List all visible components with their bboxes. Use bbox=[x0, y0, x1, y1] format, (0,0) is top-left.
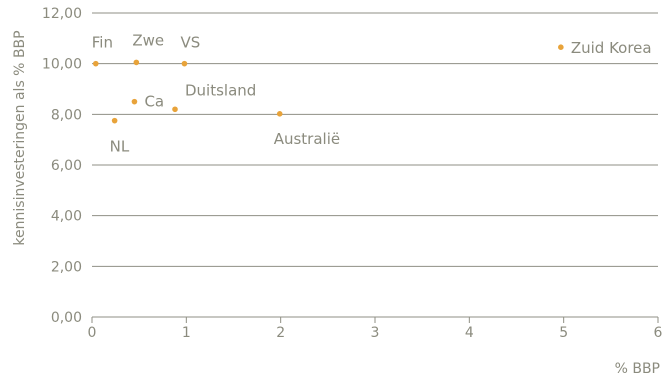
y-tick-label: 0,00 bbox=[51, 310, 82, 326]
x-tick-label: 0 bbox=[88, 325, 97, 341]
point-label-australi-: Australië bbox=[274, 130, 340, 148]
point-label-ca: Ca bbox=[144, 93, 164, 111]
y-tick-label: 2,00 bbox=[51, 259, 82, 275]
point-label-vs: VS bbox=[180, 34, 200, 52]
data-point-ca bbox=[131, 98, 138, 105]
x-tick-label: 3 bbox=[371, 325, 380, 341]
x-tick-label: 2 bbox=[276, 325, 285, 341]
point-label-zuid-korea: Zuid Korea bbox=[571, 39, 652, 57]
x-axis-title: % BBP bbox=[615, 361, 660, 377]
data-point-fin bbox=[92, 60, 99, 67]
data-points bbox=[92, 44, 564, 124]
y-tick-label: 10,00 bbox=[42, 57, 82, 73]
data-point-zwe bbox=[133, 59, 140, 66]
data-point-duitsland bbox=[172, 106, 178, 113]
data-point-nl bbox=[111, 117, 118, 124]
x-axis: 0 1 2 3 4 5 6 bbox=[88, 316, 662, 341]
point-label-fin: Fin bbox=[92, 34, 113, 52]
y-tick-label: 12,00 bbox=[42, 6, 82, 22]
data-point-zuid-korea bbox=[558, 44, 564, 50]
y-axis-title: kennisinvesteringen als % BBP bbox=[12, 30, 28, 245]
point-labels: Fin Zwe VS Ca Duitsland NL Australië Zuid Korea bbox=[92, 31, 652, 155]
x-tick-label: 1 bbox=[182, 325, 191, 341]
data-point-australi- bbox=[276, 111, 283, 117]
x-tick-label: 5 bbox=[559, 325, 568, 341]
y-tick-label: 6,00 bbox=[51, 158, 82, 174]
point-label-duitsland: Duitsland bbox=[185, 81, 256, 99]
y-tick-label: 4,00 bbox=[51, 209, 82, 225]
y-tick-label: 8,00 bbox=[51, 107, 82, 123]
y-axis-ticks: 0,00 2,00 4,00 6,00 8,00 10,00 12,00 bbox=[42, 6, 82, 326]
point-label-zwe: Zwe bbox=[132, 31, 164, 49]
x-tick-label: 4 bbox=[465, 325, 474, 341]
data-point-vs bbox=[181, 60, 188, 67]
point-label-nl: NL bbox=[110, 138, 130, 156]
x-tick-label: 6 bbox=[654, 325, 662, 341]
